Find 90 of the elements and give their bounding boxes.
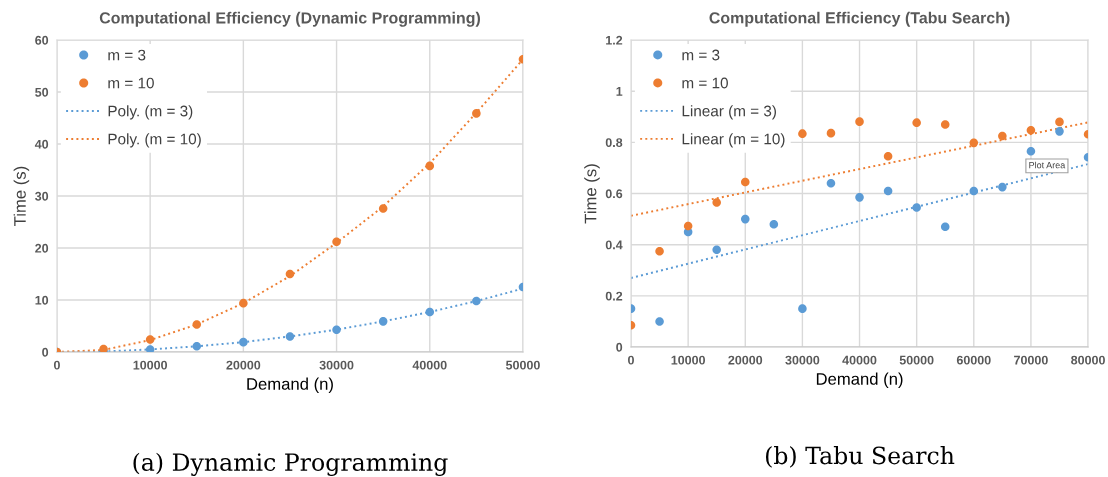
point — [998, 182, 1007, 192]
point — [1026, 126, 1036, 135]
point — [912, 118, 921, 127]
chart-title: Computational Efficiency (Dynamic Programming) — [99, 11, 480, 27]
point — [826, 128, 836, 138]
y-tick-label: 20 — [35, 243, 49, 253]
point — [1055, 117, 1064, 127]
x-tick-label: 40000 — [842, 355, 877, 365]
point — [798, 129, 807, 138]
point — [1055, 127, 1064, 136]
x-tick-label: 80000 — [1071, 355, 1105, 365]
x-tick-label: 30000 — [319, 360, 354, 370]
point — [145, 335, 155, 344]
y-tick-label: 1 — [616, 87, 623, 96]
point — [425, 161, 435, 171]
point — [285, 269, 295, 279]
y-tick-label: 30 — [35, 191, 49, 201]
legend-label: Linear (m = 3) — [682, 105, 776, 120]
point — [769, 219, 779, 229]
y-tick-label: 0.4 — [605, 240, 623, 250]
point — [969, 138, 979, 148]
y-tick-label: 60 — [35, 35, 49, 45]
y-axis-title: Time (s) — [13, 166, 30, 226]
y-tick-label: 0.2 — [605, 291, 623, 301]
x-tick-label: 30000 — [785, 355, 820, 365]
point — [883, 151, 893, 161]
y-tick-label: 50 — [35, 87, 49, 97]
point — [1026, 147, 1036, 156]
x-tick-label: 20000 — [728, 355, 763, 365]
legend-label: m = 10 — [108, 77, 154, 89]
point — [332, 325, 341, 334]
y-tick-label: 1.2 — [606, 35, 623, 45]
point — [192, 342, 202, 351]
y-tick-label: 0.8 — [605, 138, 623, 148]
legend-label: Poly. (m = 10) — [108, 133, 201, 148]
point — [940, 120, 950, 129]
chart-title: Computational Efficiency (Tabu Search) — [709, 11, 1010, 27]
point — [378, 204, 388, 213]
text: (a) Dynamic Programming — [133, 452, 448, 476]
x-tick-label: 40000 — [412, 360, 447, 370]
point — [798, 304, 807, 313]
y-axis-title: Time (s) — [584, 164, 600, 224]
point — [712, 245, 721, 255]
x-tick-label: 50000 — [899, 355, 934, 365]
annotation: Plot Area — [1029, 161, 1066, 169]
point — [655, 247, 664, 256]
point — [998, 131, 1007, 141]
point — [855, 193, 864, 202]
y-tick-label: 10 — [35, 295, 49, 305]
text: (b) Tabu Search — [765, 446, 955, 468]
x-axis-title: Demand (n) — [816, 372, 903, 389]
point — [655, 317, 664, 326]
point — [192, 320, 202, 329]
point — [239, 337, 248, 347]
x-tick-label: 10000 — [671, 355, 706, 365]
x-axis-title: Demand (n) — [247, 377, 333, 394]
y-tick-label: 0 — [616, 342, 623, 352]
point — [472, 109, 481, 118]
x-tick-label: 0 — [53, 360, 60, 370]
x-tick-label: 10000 — [133, 360, 168, 370]
point — [472, 296, 481, 306]
point — [332, 237, 341, 247]
x-tick-label: 60000 — [956, 355, 991, 365]
legend-label: m = 10 — [682, 77, 728, 89]
point — [969, 186, 979, 196]
point — [740, 214, 750, 224]
point — [378, 317, 388, 326]
point — [855, 117, 864, 126]
y-tick-label: 0.6 — [605, 189, 623, 199]
point — [145, 345, 155, 353]
point — [239, 298, 248, 308]
point — [683, 221, 693, 231]
x-tick-label: 0 — [628, 355, 634, 365]
point — [912, 203, 921, 212]
point — [285, 332, 295, 341]
point — [883, 186, 893, 196]
point — [712, 198, 721, 207]
point — [740, 177, 750, 187]
point — [826, 179, 836, 188]
point — [940, 222, 950, 232]
legend-label: m = 3 — [108, 49, 146, 61]
x-tick-label: 50000 — [505, 360, 540, 370]
x-tick-label: 20000 — [226, 360, 261, 370]
legend-label: Linear (m = 10) — [682, 133, 785, 148]
y-tick-label: 40 — [34, 139, 49, 149]
point — [425, 307, 435, 317]
x-tick-label: 70000 — [1014, 355, 1048, 365]
legend-label: Poly. (m = 3) — [108, 105, 193, 120]
legend-label: m = 3 — [682, 49, 720, 61]
y-tick-label: 0 — [42, 347, 49, 357]
